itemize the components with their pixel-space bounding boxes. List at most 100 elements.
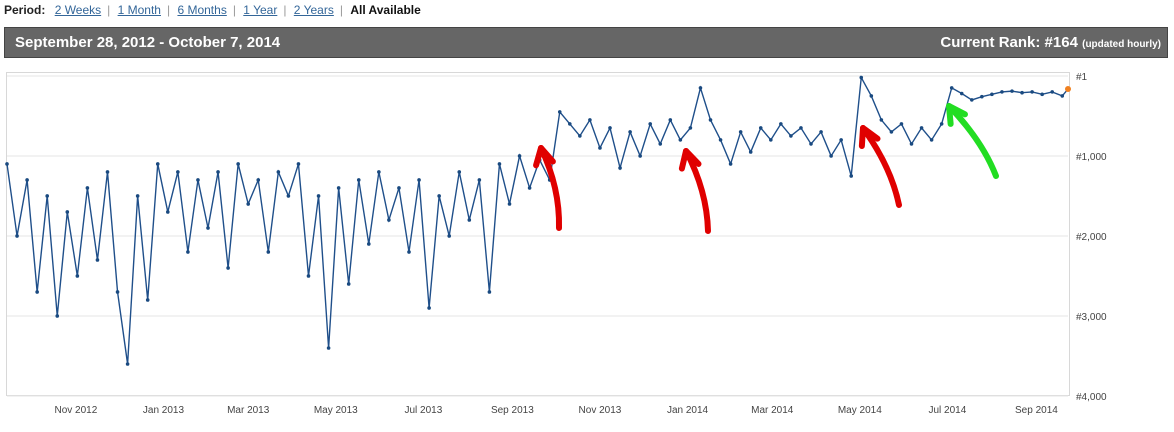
gridlines — [7, 75, 1068, 397]
data-point — [417, 178, 421, 182]
period-option-6-months[interactable]: 6 Months — [177, 3, 227, 17]
data-point — [1020, 90, 1024, 95]
data-point — [578, 134, 582, 138]
data-point — [708, 118, 713, 122]
annotation-arrows — [533, 103, 999, 234]
data-point — [949, 86, 954, 90]
data-point — [819, 130, 823, 134]
data-point — [779, 122, 783, 126]
x-tick-label: Mar 2014 — [751, 405, 794, 416]
data-point — [648, 122, 653, 126]
x-tick-label: May 2014 — [838, 405, 882, 416]
data-point — [738, 130, 743, 134]
red-arrow — [678, 148, 711, 234]
data-point — [367, 242, 371, 246]
data-point — [155, 162, 160, 166]
data-point — [377, 170, 381, 174]
y-axis-ticks: #1 #1,000 #2,000 #3,000 #4,000 — [1076, 72, 1107, 403]
data-point — [718, 138, 723, 142]
data-point — [1030, 90, 1034, 94]
data-point — [698, 86, 703, 90]
data-point — [668, 118, 673, 122]
data-point — [688, 126, 693, 130]
data-point — [598, 146, 602, 150]
y-tick-label: #4,000 — [1076, 392, 1107, 403]
y-tick-label: #1,000 — [1076, 152, 1107, 163]
data-point — [829, 154, 833, 158]
data-point — [929, 138, 934, 142]
data-point — [196, 178, 200, 182]
data-point — [527, 186, 532, 190]
current-rank: Current Rank: #164 (updated hourly) — [940, 34, 1161, 51]
data-point — [799, 126, 803, 130]
data-point — [879, 118, 884, 122]
x-tick-label: May 2013 — [314, 405, 358, 416]
data-point — [457, 170, 462, 174]
data-point — [959, 91, 964, 96]
rank-update-note: (updated hourly) — [1082, 39, 1161, 50]
latest-point — [1065, 86, 1071, 93]
period-option-2-years[interactable]: 2 Years — [293, 3, 334, 17]
data-point — [226, 266, 230, 270]
data-point — [427, 306, 431, 310]
data-point — [105, 170, 110, 174]
red-arrow — [533, 145, 563, 231]
red-arrow — [858, 125, 902, 208]
x-tick-label: Jul 2014 — [928, 405, 966, 416]
data-point — [206, 226, 210, 230]
data-point — [588, 118, 592, 122]
data-point — [216, 170, 220, 174]
period-option-1-month[interactable]: 1 Month — [117, 3, 161, 17]
x-tick-label: Sep 2013 — [491, 405, 534, 416]
data-point — [608, 126, 612, 130]
data-point — [125, 362, 130, 366]
arrow-head — [946, 103, 968, 127]
data-point — [939, 122, 944, 126]
data-point — [266, 250, 271, 254]
data-point — [437, 194, 441, 198]
data-point — [568, 122, 572, 126]
data-point — [1050, 90, 1055, 94]
data-point — [557, 110, 562, 114]
data-point — [387, 218, 391, 222]
x-tick-label: Jan 2013 — [143, 405, 185, 416]
period-option-1-year[interactable]: 1 Year — [243, 3, 278, 17]
data-point — [618, 166, 622, 170]
data-point — [638, 154, 642, 158]
data-point — [346, 282, 351, 286]
data-point — [507, 202, 512, 206]
x-tick-label: Nov 2012 — [55, 405, 98, 416]
data-point — [889, 130, 894, 134]
period-option-2-weeks[interactable]: 2 Weeks — [54, 3, 102, 17]
data-point — [1060, 94, 1065, 98]
data-point — [85, 186, 90, 190]
y-tick-label: #1 — [1076, 72, 1088, 83]
data-point — [728, 162, 733, 166]
data-point — [909, 142, 914, 146]
x-tick-label: Nov 2013 — [579, 405, 622, 416]
data-point — [326, 346, 331, 350]
arrow-head — [858, 125, 881, 149]
data-point — [55, 314, 60, 318]
x-tick-label: Jul 2013 — [404, 405, 442, 416]
date-range: September 28, 2012 - October 7, 2014 — [15, 34, 281, 51]
data-point — [276, 170, 281, 174]
data-point — [35, 290, 39, 294]
data-point — [748, 150, 753, 154]
data-point — [397, 186, 401, 190]
data-point — [115, 290, 120, 294]
data-point — [769, 138, 773, 142]
series-line — [6, 75, 1069, 365]
data-point — [316, 194, 321, 198]
data-point — [658, 142, 663, 146]
x-axis-ticks: Nov 2012 Jan 2013 Mar 2013 May 2013 Jul 2013… — [55, 405, 1059, 416]
data-point — [236, 162, 240, 166]
data-point — [809, 142, 813, 146]
current-rank-label: Current Rank: #164 — [940, 34, 1078, 51]
data-point — [467, 218, 472, 222]
data-point — [869, 94, 874, 98]
data-point — [487, 290, 492, 294]
data-point — [15, 234, 19, 238]
data-point — [1010, 89, 1014, 93]
